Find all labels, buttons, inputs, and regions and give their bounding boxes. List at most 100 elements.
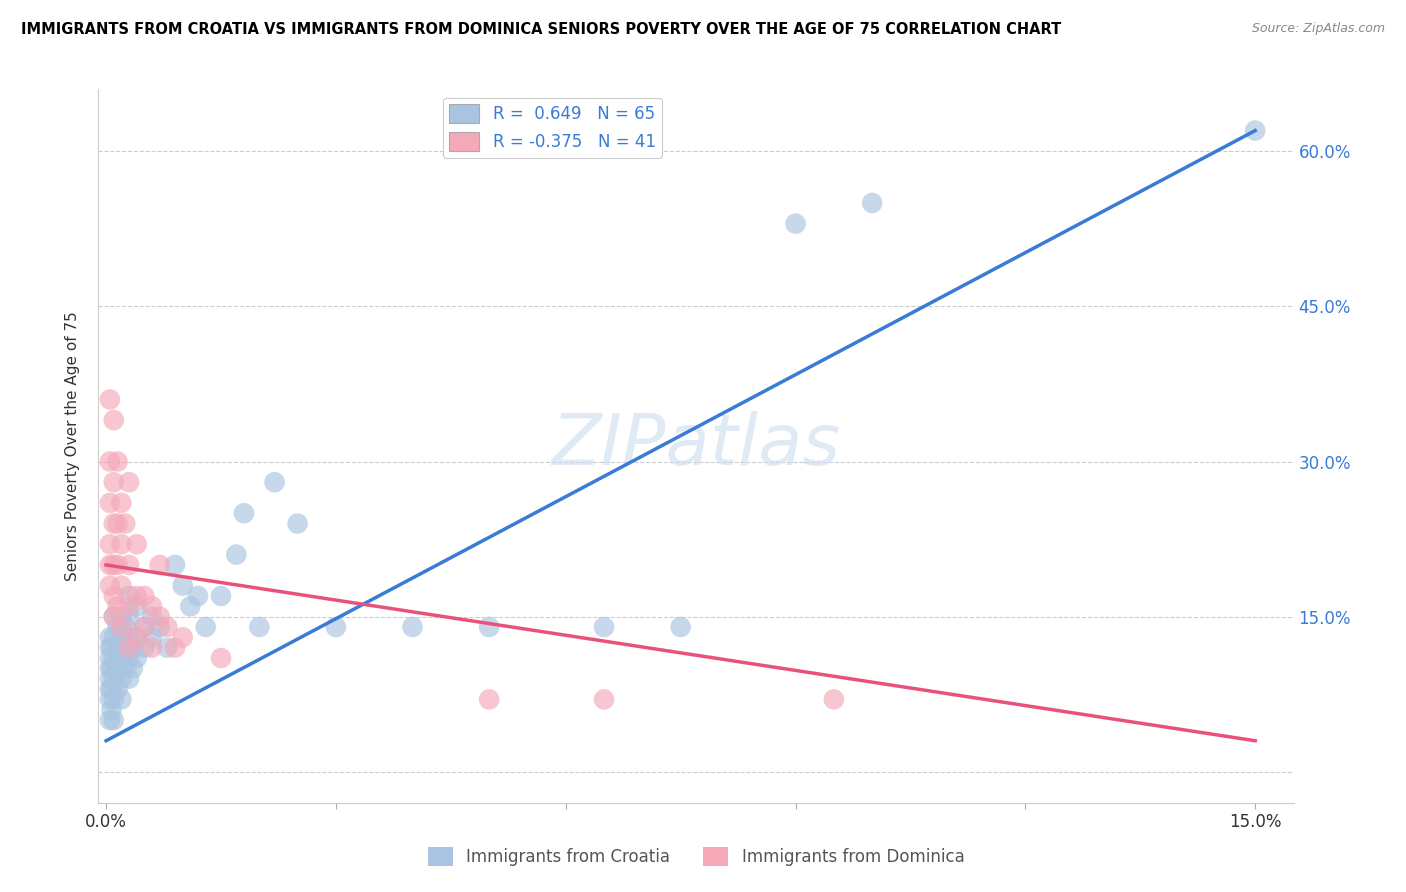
Point [103,672,125,686]
Point [110,579,132,593]
Point [209,589,232,603]
Point [134,620,156,634]
Point [287,516,309,531]
Point [103,609,125,624]
Point [110,692,132,706]
Point [98,651,121,665]
Point [98,692,121,706]
Point [860,196,883,211]
Point [125,537,148,551]
Point [478,620,501,634]
Point [118,599,141,614]
Point [110,537,132,551]
Point [118,630,141,644]
Text: Source: ZipAtlas.com: Source: ZipAtlas.com [1251,22,1385,36]
Point [134,640,156,655]
Point [103,558,125,572]
Point [103,589,125,603]
Point [103,692,125,706]
Point [107,661,129,675]
Point [98,661,121,675]
Point [134,589,156,603]
Legend: Immigrants from Croatia, Immigrants from Dominica: Immigrants from Croatia, Immigrants from… [420,840,972,873]
Point [125,630,148,644]
Point [785,217,807,231]
Point [107,558,129,572]
Point [156,620,179,634]
Point [118,589,141,603]
Point [107,454,129,468]
Point [209,651,232,665]
Point [110,651,132,665]
Point [172,579,194,593]
Point [141,630,163,644]
Point [669,620,692,634]
Point [118,640,141,655]
Point [263,475,285,490]
Point [163,640,186,655]
Point [125,651,148,665]
Point [100,661,122,675]
Point [98,558,121,572]
Point [118,651,141,665]
Point [110,609,132,624]
Point [98,640,121,655]
Point [114,640,136,655]
Point [134,620,156,634]
Point [122,640,145,655]
Point [149,620,172,634]
Point [187,589,209,603]
Point [401,620,423,634]
Point [110,620,132,634]
Point [593,692,616,706]
Point [110,672,132,686]
Point [98,681,121,696]
Point [823,692,845,706]
Point [100,681,122,696]
Point [156,640,179,655]
Point [149,558,172,572]
Point [100,703,122,717]
Point [100,640,122,655]
Point [118,558,141,572]
Point [141,640,163,655]
Point [149,609,172,624]
Point [1244,123,1267,137]
Point [107,599,129,614]
Point [233,506,256,520]
Point [107,620,129,634]
Point [110,630,132,644]
Point [107,516,129,531]
Point [114,516,136,531]
Point [163,558,186,572]
Point [114,620,136,634]
Point [98,579,121,593]
Point [179,599,201,614]
Point [103,516,125,531]
Point [103,713,125,727]
Y-axis label: Seniors Poverty Over the Age of 75: Seniors Poverty Over the Age of 75 [65,311,80,581]
Point [125,630,148,644]
Point [103,630,125,644]
Point [593,620,616,634]
Point [103,609,125,624]
Point [194,620,217,634]
Point [125,589,148,603]
Point [98,537,121,551]
Point [118,475,141,490]
Point [103,413,125,427]
Point [103,475,125,490]
Point [98,454,121,468]
Point [107,640,129,655]
Text: IMMIGRANTS FROM CROATIA VS IMMIGRANTS FROM DOMINICA SENIORS POVERTY OVER THE AGE: IMMIGRANTS FROM CROATIA VS IMMIGRANTS FR… [21,22,1062,37]
Point [98,713,121,727]
Point [225,548,247,562]
Point [98,496,121,510]
Point [172,630,194,644]
Point [122,661,145,675]
Point [141,609,163,624]
Point [118,609,141,624]
Point [98,392,121,407]
Point [141,599,163,614]
Point [98,672,121,686]
